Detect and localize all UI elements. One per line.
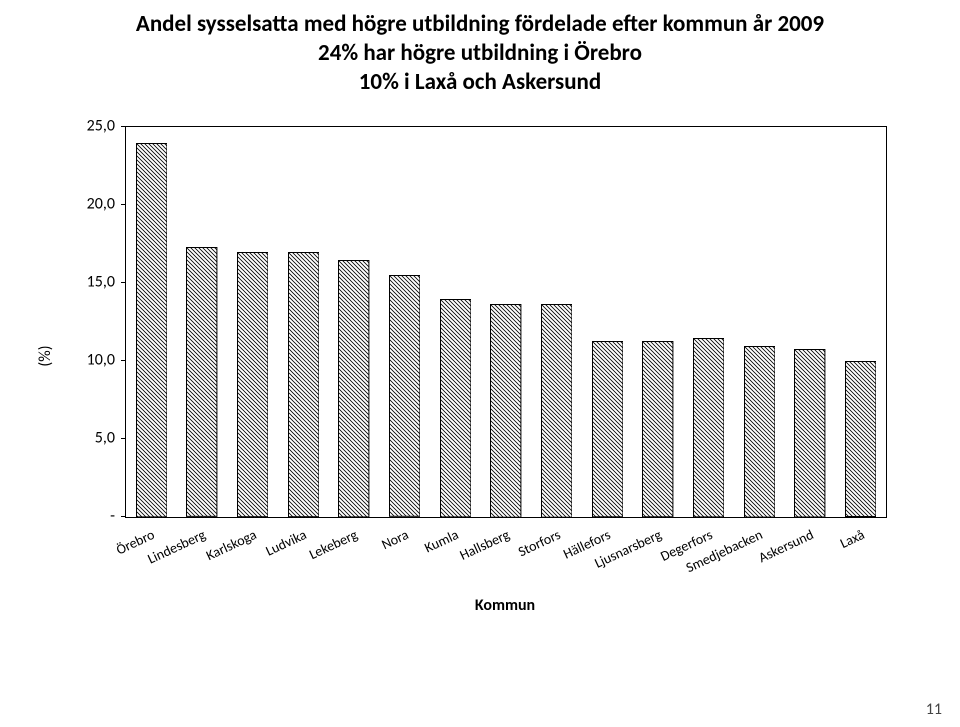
x-tick-label: Lindesberg (145, 526, 208, 568)
bar (288, 252, 319, 517)
page-number: 11 (926, 700, 942, 719)
bar (338, 260, 369, 517)
x-tick-label: Lekeberg (306, 526, 360, 563)
y-tick-label: 15,0 (55, 273, 115, 292)
x-tick-label: Kumla (422, 526, 461, 556)
title-line-3: 10% i Laxå och Askersund (30, 68, 930, 97)
title-line-1: Andel sysselsatta med högre utbildning f… (30, 10, 930, 39)
bar (136, 143, 167, 517)
bar (186, 247, 217, 517)
bar (744, 346, 775, 518)
bar (490, 304, 521, 518)
y-axis-label: (%) (36, 346, 55, 367)
y-tick-label: - (55, 507, 115, 526)
x-tick-label: Nora (379, 526, 411, 553)
x-axis-title: Kommun (125, 596, 885, 615)
y-tick-label: 10,0 (55, 351, 115, 370)
bar (845, 361, 876, 517)
bar (541, 304, 572, 518)
bar (693, 338, 724, 517)
x-tick-label: Storfors (515, 526, 563, 560)
x-tick-label: Hallsberg (457, 526, 512, 564)
bar (389, 275, 420, 517)
bar (440, 299, 471, 517)
y-tick-label: 25,0 (55, 117, 115, 136)
bar-chart: (%) ÖrebroLindesbergKarlskogaLudvikaLeke… (45, 116, 915, 596)
chart-title: Andel sysselsatta med högre utbildning f… (30, 10, 930, 96)
x-tick-label: Karlskoga (203, 526, 259, 564)
bar (237, 252, 268, 517)
y-tick-label: 20,0 (55, 195, 115, 214)
bar (592, 341, 623, 517)
title-line-2: 24% har högre utbildning i Örebro (30, 39, 930, 68)
x-tick-label: Ludvika (263, 526, 309, 560)
bar (794, 349, 825, 517)
bar (642, 341, 673, 517)
x-tick-label: Laxå (837, 526, 867, 552)
plot-area (125, 126, 887, 518)
y-tick-label: 5,0 (55, 429, 115, 448)
x-tick-label: Askersund (756, 526, 816, 566)
